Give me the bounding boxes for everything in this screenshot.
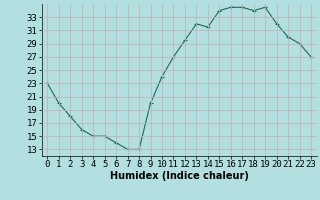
X-axis label: Humidex (Indice chaleur): Humidex (Indice chaleur) xyxy=(110,171,249,181)
